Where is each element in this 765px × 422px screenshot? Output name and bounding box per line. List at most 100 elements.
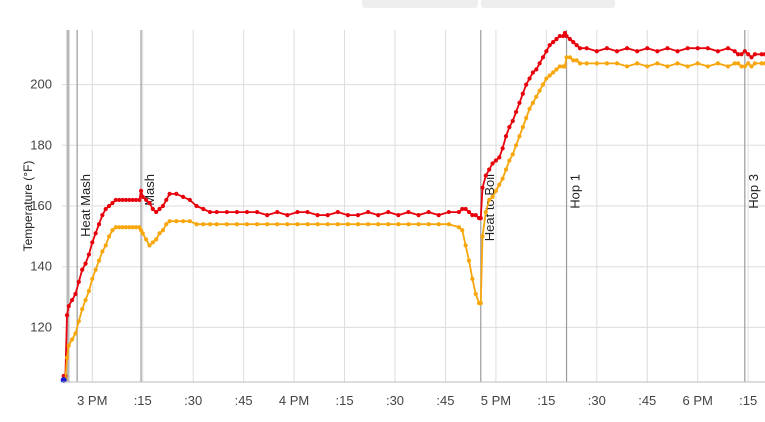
data-point [117, 225, 122, 230]
data-point [365, 222, 371, 227]
data-point [554, 67, 559, 72]
data-point [695, 61, 700, 66]
data-point [80, 307, 85, 312]
data-point [295, 222, 300, 227]
data-point [675, 49, 680, 54]
data-point [147, 200, 152, 206]
data-point [456, 209, 462, 215]
data-point [500, 146, 505, 151]
data-point [749, 55, 754, 60]
event-label: Hop 1 [568, 174, 583, 209]
data-point [742, 64, 747, 69]
data-point [735, 61, 741, 66]
data-point [406, 209, 411, 215]
data-point [463, 206, 468, 212]
data-point [96, 258, 102, 263]
data-point [137, 197, 142, 203]
data-point [244, 222, 250, 227]
data-point [655, 49, 660, 54]
data-point [584, 61, 589, 66]
data-point [127, 197, 132, 203]
data-point [100, 249, 105, 254]
top-tab-right[interactable] [481, 0, 615, 8]
data-point [544, 49, 549, 54]
data-point [540, 82, 546, 87]
data-point [715, 49, 721, 54]
data-point [138, 188, 144, 193]
data-point [214, 222, 219, 227]
data-point [456, 225, 462, 230]
data-point [127, 225, 132, 230]
data-point [73, 331, 78, 336]
x-tick-label: :15 [134, 393, 152, 408]
data-point [106, 203, 112, 209]
data-point [120, 225, 125, 230]
data-point [557, 64, 562, 69]
data-point [537, 88, 542, 93]
data-point [635, 49, 640, 54]
x-tick-label: 3 PM [77, 393, 107, 408]
data-point [64, 313, 70, 318]
data-point [527, 76, 532, 81]
data-point [510, 152, 515, 157]
data-point [557, 33, 562, 39]
data-point [762, 61, 765, 66]
x-tick-label: :45 [638, 393, 656, 408]
data-point [470, 213, 475, 218]
data-point [325, 222, 330, 227]
data-point [244, 209, 250, 215]
data-point [285, 213, 290, 218]
data-point [180, 219, 186, 224]
data-point [73, 291, 78, 297]
data-point [547, 43, 552, 48]
data-point [517, 134, 522, 139]
data-point [571, 40, 576, 45]
data-point [426, 222, 431, 227]
data-point [69, 297, 75, 303]
data-point [665, 46, 670, 51]
data-point [254, 222, 260, 227]
data-point [493, 158, 499, 163]
data-point [315, 213, 320, 218]
data-point [167, 219, 172, 224]
data-point [567, 37, 573, 42]
data-point [86, 288, 92, 294]
data-point [490, 161, 495, 166]
data-point [164, 197, 169, 203]
data-point [503, 167, 509, 172]
data-point [315, 222, 320, 227]
data-point [490, 194, 495, 199]
data-point [207, 209, 213, 215]
data-point [517, 100, 522, 105]
data-point [396, 213, 401, 218]
data-point [396, 222, 401, 227]
data-point [739, 64, 744, 69]
top-tab-left[interactable] [362, 0, 478, 8]
data-point [547, 73, 552, 78]
data-point [355, 213, 361, 218]
data-point [746, 52, 751, 57]
data-point [265, 213, 270, 218]
data-point [530, 100, 536, 105]
data-point [376, 213, 381, 218]
data-point [527, 106, 532, 111]
y-axis-title: Temperature (°F) [21, 161, 35, 252]
data-point [534, 94, 539, 99]
data-point [685, 64, 690, 69]
data-point [534, 67, 539, 72]
data-point [480, 234, 485, 239]
data-point [550, 70, 556, 75]
data-point [567, 55, 573, 60]
data-point [66, 304, 71, 309]
data-point [725, 46, 731, 51]
data-point [376, 222, 381, 227]
data-point [752, 61, 758, 66]
x-tick-label: :30 [386, 393, 404, 408]
data-point [540, 55, 546, 60]
data-point [759, 52, 764, 57]
data-point [562, 64, 567, 69]
data-point [100, 213, 105, 218]
data-point [416, 222, 421, 227]
data-point [147, 243, 152, 248]
